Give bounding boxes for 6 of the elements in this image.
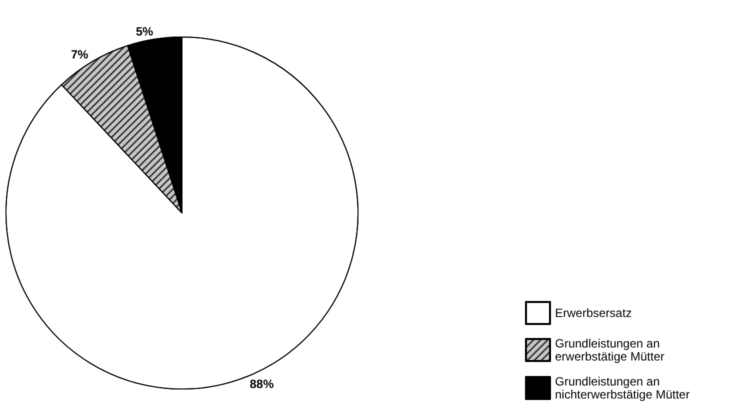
data-label: 7% [70,48,89,62]
legend-label: Erwerbsersatz [555,306,632,320]
legend-label: Grundleistungen an nichterwerbstätige Mütter [555,374,690,402]
data-label: 88% [250,377,274,392]
legend-label: Grundleistungen an erwerbstätige Mütter [555,336,664,364]
data-label: 5% [136,24,154,38]
